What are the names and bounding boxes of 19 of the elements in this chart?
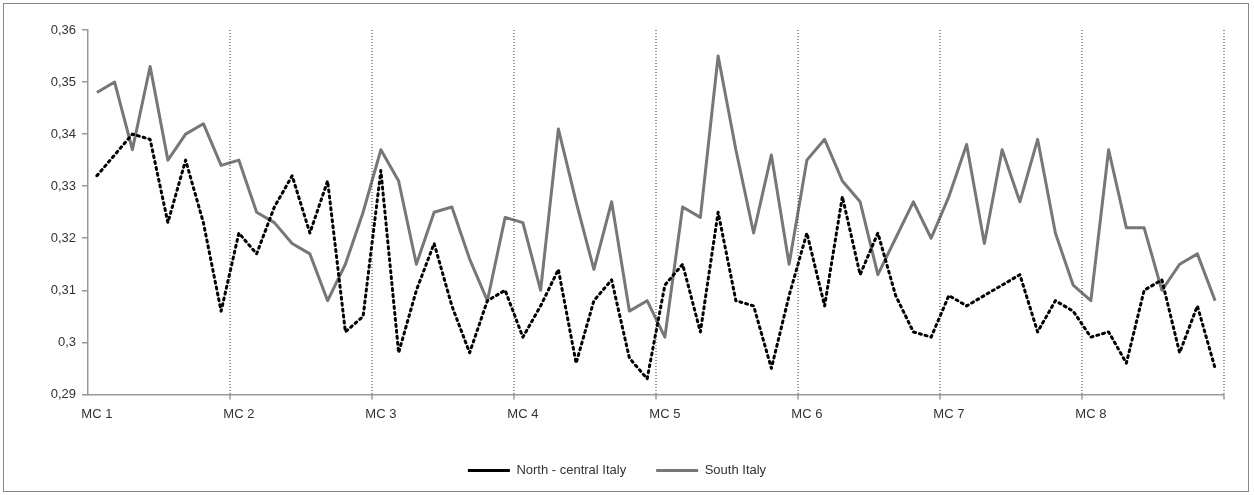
x-tick-label: MC 5 [649,405,681,421]
y-tick-label: 0,32 [50,229,76,245]
x-tick-label: MC 2 [223,405,255,421]
y-tick-label: 0,36 [50,21,76,37]
x-tick-label: MC 6 [791,405,823,421]
y-tick-label: 0,34 [50,125,76,141]
y-tick-label: 0,31 [50,281,76,297]
y-tick-label: 0,3 [57,333,76,349]
legend-label: South Italy [704,462,767,478]
x-tick-label: MC 1 [81,405,113,421]
x-tick-label: MC 8 [1075,405,1107,421]
y-tick-label: 0,29 [50,385,76,401]
x-tick-label: MC 3 [365,405,397,421]
legend-label: North - central Italy [516,462,627,478]
x-tick-label: MC 7 [933,405,965,421]
y-tick-label: 0,35 [50,73,76,89]
line-series [95,132,1217,381]
x-tick-label: MC 4 [507,405,539,421]
y-tick-label: 0,33 [50,177,76,193]
